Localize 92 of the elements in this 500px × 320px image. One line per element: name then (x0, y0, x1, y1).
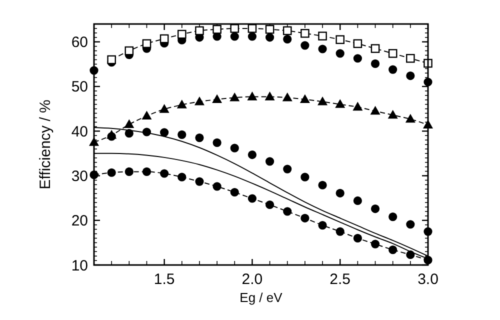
point (265, 157, 274, 166)
point (353, 196, 362, 206)
point (212, 182, 222, 191)
point (248, 194, 257, 203)
point (282, 92, 292, 102)
point (212, 94, 222, 104)
point (248, 32, 257, 41)
point (160, 169, 169, 178)
point (300, 172, 310, 182)
point (247, 92, 258, 100)
point (336, 49, 344, 58)
x-axis-title: Eg / eV (240, 290, 283, 305)
point (124, 46, 134, 56)
point (124, 119, 134, 128)
point (107, 55, 116, 64)
point (142, 110, 152, 120)
point (248, 150, 257, 160)
point (353, 234, 362, 243)
point (230, 32, 239, 41)
point (195, 26, 204, 36)
point (178, 130, 186, 139)
point (230, 24, 240, 33)
point (370, 204, 380, 214)
point (353, 54, 362, 63)
y-tick-label: 10 (71, 257, 88, 274)
point (265, 33, 274, 42)
point (107, 168, 116, 177)
point (388, 246, 398, 254)
point (352, 102, 363, 111)
point (336, 227, 344, 236)
point (178, 172, 186, 182)
point (194, 96, 204, 106)
point (160, 34, 169, 44)
y-axis-title: Efficiency / % (37, 100, 54, 190)
point (212, 24, 222, 34)
point (318, 220, 327, 230)
y-tick-label: 20 (71, 212, 88, 230)
point (160, 128, 169, 137)
y-tick-label: 50 (71, 78, 88, 96)
point (406, 220, 415, 229)
point (300, 41, 310, 50)
point (388, 49, 398, 58)
point (159, 104, 170, 113)
point (283, 164, 292, 174)
point (335, 99, 346, 108)
point (300, 214, 310, 222)
point (142, 39, 152, 48)
point (282, 26, 292, 36)
point (336, 35, 345, 44)
point (264, 92, 275, 100)
point (318, 96, 328, 106)
point (230, 92, 240, 102)
point (405, 114, 416, 123)
point (353, 39, 362, 48)
y-tick-label: 40 (71, 123, 88, 140)
y-tick-label: 30 (71, 168, 88, 185)
point (230, 144, 239, 152)
x-tick-label: 2.0 (242, 271, 263, 288)
point (248, 24, 257, 33)
point (300, 94, 310, 104)
point (300, 28, 310, 38)
point (370, 240, 380, 248)
point (318, 180, 327, 190)
point (388, 212, 398, 222)
point (124, 167, 134, 176)
point (195, 134, 204, 142)
point (406, 71, 415, 80)
point (230, 188, 239, 197)
x-tick-label: 3.0 (418, 271, 438, 288)
point (406, 250, 415, 260)
point (106, 130, 117, 139)
point (265, 200, 274, 210)
point (283, 207, 292, 216)
point (388, 65, 398, 74)
x-tick-label: 1.5 (154, 271, 175, 288)
point (142, 167, 152, 176)
point (370, 106, 380, 115)
point (176, 100, 187, 108)
y-tick-label: 60 (71, 34, 88, 52)
point (177, 30, 186, 39)
point (370, 44, 380, 53)
point (388, 110, 398, 119)
point (265, 24, 274, 34)
point (318, 44, 327, 54)
point (212, 138, 222, 148)
point (195, 177, 204, 186)
x-tick-label: 2.5 (330, 271, 351, 288)
point (318, 32, 327, 40)
point (406, 54, 415, 63)
point (370, 59, 380, 68)
point (336, 188, 344, 198)
point (283, 34, 292, 44)
